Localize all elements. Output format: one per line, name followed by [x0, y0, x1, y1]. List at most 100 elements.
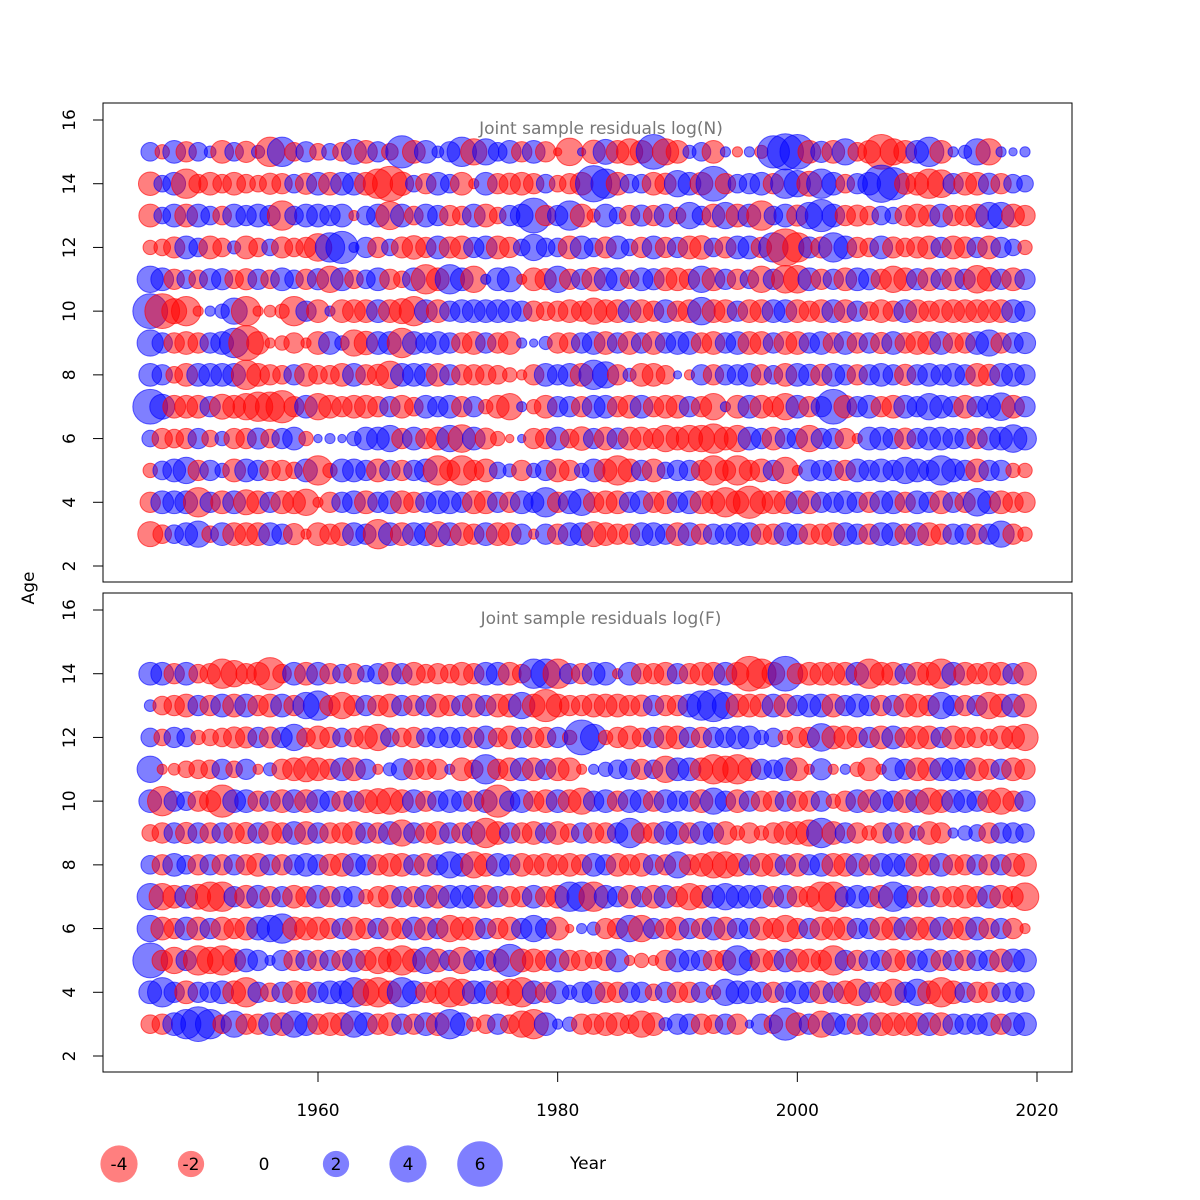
- panel-logN: Joint sample residuals log(N) 2 4 6 8 10 12 14…: [60, 102, 1073, 583]
- bubble-negative: [1019, 922, 1031, 935]
- bubble-negative: [576, 763, 588, 775]
- y-tick-label: 14: [60, 173, 80, 195]
- bubble-positive: [995, 146, 1007, 158]
- bubble-negative: [1017, 239, 1033, 256]
- bubble-negative: [264, 337, 276, 349]
- bubble-negative: [263, 304, 277, 318]
- bubble-positive: [204, 305, 216, 317]
- bubble-negative: [192, 305, 204, 317]
- bubble-negative: [534, 141, 557, 163]
- bubble-negative: [726, 1013, 749, 1035]
- bubble-negative: [1013, 661, 1037, 686]
- bubble-positive: [1008, 147, 1018, 157]
- y-tick-label: 6: [60, 923, 80, 934]
- bubbles: [132, 133, 1037, 550]
- y-tick-label: 12: [60, 727, 80, 749]
- y-tick-label: 4: [60, 987, 80, 998]
- legend-label: 4: [403, 1155, 414, 1175]
- bubble-positive: [1014, 790, 1036, 812]
- legend-label: 0: [259, 1155, 270, 1175]
- panel-logF: Joint sample residuals log(F) 2 4 6 8 10 12 14…: [60, 592, 1073, 1073]
- bubble-negative: [1017, 462, 1033, 479]
- y-tick-label: 16: [60, 599, 80, 621]
- bubble-negative: [298, 430, 314, 447]
- legend-label: 2: [331, 1155, 342, 1175]
- y-axis: 2 4 6 8 10 12 14 16: [60, 109, 103, 571]
- y-tick-label: 6: [60, 433, 80, 444]
- bubble-positive: [313, 433, 323, 444]
- bubble-positive: [743, 146, 755, 158]
- bubble-positive: [1013, 948, 1037, 973]
- bubble-negative: [827, 763, 839, 775]
- legend-bubble: [457, 1141, 503, 1187]
- y-tick-label: 2: [60, 1051, 80, 1062]
- bubble-positive: [529, 338, 539, 348]
- bubble-negative: [655, 365, 676, 385]
- bubble-negative: [1013, 693, 1037, 718]
- y-tick-label: 8: [60, 859, 80, 870]
- y-tick-label: 10: [60, 790, 80, 812]
- x-tick-label: 2020: [1015, 1101, 1058, 1121]
- bubble-positive: [1014, 300, 1036, 322]
- y-tick-label: 16: [60, 109, 80, 131]
- bubble-negative: [1017, 526, 1033, 542]
- bubble-positive: [1014, 268, 1036, 290]
- bubble-negative: [1014, 491, 1036, 513]
- bubble-positive: [324, 432, 336, 445]
- bubble-negative: [731, 146, 744, 158]
- bubble-negative: [372, 763, 384, 775]
- y-tick-label: 12: [60, 237, 80, 259]
- x-axis: 1960 1980 2000 2020: [296, 1071, 1059, 1121]
- x-axis-label: Year: [569, 1154, 606, 1174]
- bubble-positive: [719, 146, 732, 158]
- bubble-positive: [1014, 396, 1036, 418]
- bubble-positive: [1019, 146, 1031, 158]
- bubble-positive: [552, 1018, 564, 1030]
- legend-bubble: [100, 1145, 138, 1183]
- bubble-positive: [1014, 364, 1036, 386]
- bubble-positive: [516, 401, 528, 413]
- y-tick-label: 4: [60, 497, 80, 508]
- panel-title: Joint sample residuals log(F): [480, 609, 722, 629]
- legend-bubble: [322, 1150, 350, 1178]
- bubble-negative: [505, 433, 515, 444]
- bubbles: [132, 655, 1040, 1043]
- bubble-positive: [1013, 1012, 1037, 1037]
- legend-label: -2: [183, 1155, 200, 1175]
- bubble-positive: [672, 370, 683, 380]
- x-tick-label: 1980: [536, 1101, 579, 1121]
- y-tick-label: 8: [60, 369, 80, 380]
- bubble-negative: [1013, 852, 1037, 877]
- bubble-positive: [1013, 426, 1037, 451]
- y-axis: 2 4 6 8 10 12 14 16: [60, 599, 103, 1061]
- legend-bubble: [389, 1145, 427, 1183]
- legend-label: 6: [475, 1155, 486, 1175]
- bubble-positive: [337, 433, 347, 444]
- bubble-negative: [252, 305, 264, 317]
- y-tick-label: 10: [60, 300, 80, 322]
- bubble-negative: [252, 763, 264, 775]
- x-tick-label: 2000: [776, 1101, 819, 1121]
- bubble-positive: [947, 827, 959, 839]
- bubble-positive: [516, 337, 528, 349]
- bubble-negative: [633, 952, 650, 969]
- bubble-positive: [588, 763, 600, 775]
- panel-title: Joint sample residuals log(N): [478, 119, 723, 139]
- y-axis-label: Age: [19, 572, 39, 605]
- bubble-negative: [1014, 204, 1036, 227]
- legend-bubble: [177, 1150, 205, 1178]
- bubble-negative: [1014, 758, 1036, 780]
- bubble-positive: [839, 763, 851, 775]
- bubble-negative: [564, 923, 575, 934]
- y-tick-label: 2: [60, 561, 80, 572]
- legend-label: -4: [111, 1155, 128, 1175]
- bubble-positive: [1013, 331, 1037, 355]
- panel-frame: [102, 102, 1073, 583]
- bubble-negative: [502, 367, 518, 383]
- bubble-negative: [490, 430, 506, 447]
- legend: -4 -2 0 2 4 6: [100, 1141, 503, 1187]
- bubble-negative: [1011, 723, 1039, 752]
- bubble-negative: [1010, 882, 1040, 912]
- bubble-positive: [1015, 982, 1035, 1003]
